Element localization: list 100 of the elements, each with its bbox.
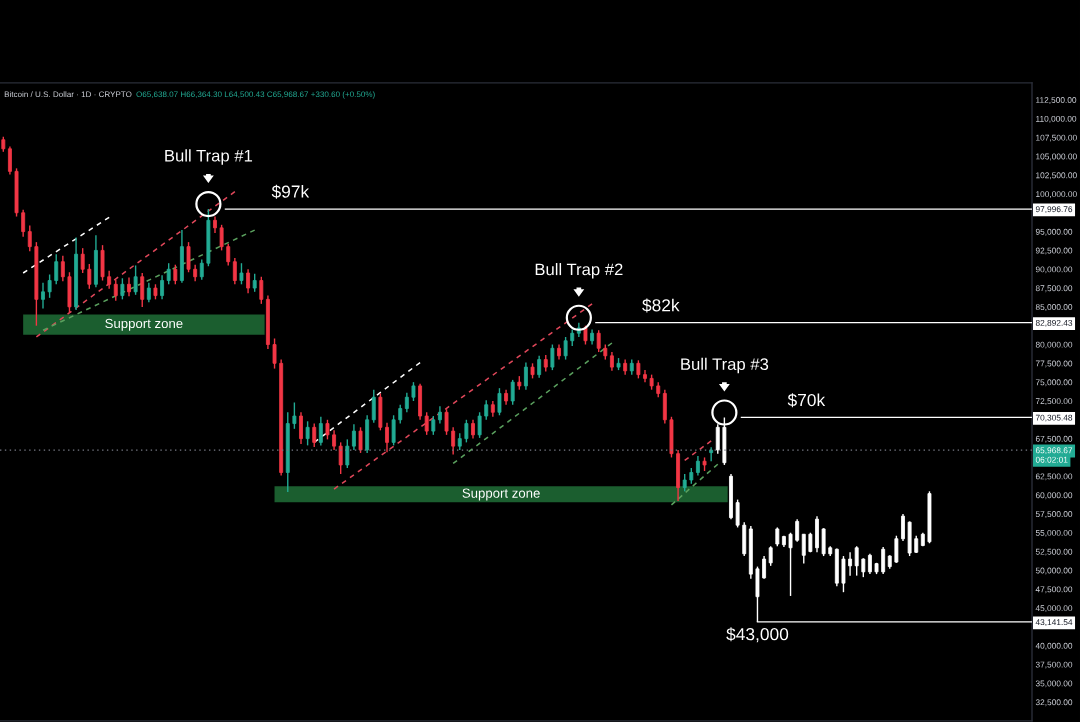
y-tick-label: 80,000.00 [1035, 341, 1073, 349]
candlestick [801, 533, 806, 565]
band-label: Support zone [105, 318, 183, 331]
candlestick [292, 401, 297, 430]
candlestick [471, 419, 475, 440]
candlestick [609, 351, 614, 372]
candlestick [120, 277, 125, 301]
y-tick-label: 85,000.00 [1035, 304, 1073, 311]
candlestick [199, 258, 204, 281]
candlestick [272, 337, 277, 370]
candlestick [391, 414, 396, 447]
y-tick-label: 105,000.00 [1036, 153, 1077, 161]
candlestick [867, 553, 872, 575]
y-tick-label: 65,968.67 [1035, 447, 1073, 455]
y-tick-label: 102,500.00 [1036, 172, 1077, 180]
y-tick-label: 37,500.00 [1035, 661, 1073, 669]
candlestick [140, 272, 145, 308]
annotation: Bull Trap #2 [535, 263, 623, 279]
candlestick [768, 545, 773, 567]
y-tick-label: 55,000.00 [1035, 529, 1073, 537]
y-tick-label: 60,000.00 [1035, 492, 1073, 500]
candlestick [113, 279, 118, 302]
candlestick [894, 535, 899, 564]
candlestick [219, 224, 224, 252]
candlestick [232, 257, 237, 285]
candlestick [854, 545, 859, 577]
band-label: Support zone [462, 488, 540, 501]
annotation: $43,000 [726, 627, 789, 643]
y-tick-label: 90,000.00 [1035, 266, 1073, 274]
text: O65,638.07 H66,364.30 L64,500.43 C65,968.67 +330.60 (+0.50%) [136, 91, 375, 99]
candlestick [735, 498, 740, 529]
y-tick-label: 35,000.00 [1035, 680, 1073, 688]
candlestick [424, 411, 429, 436]
candlestick [411, 381, 416, 402]
candlestick [252, 273, 257, 293]
y-tick-label: 67,500.00 [1035, 435, 1073, 443]
candlestick [27, 224, 32, 252]
candlestick [299, 411, 303, 445]
candlestick [166, 262, 171, 285]
y-tick-label: 92,500.00 [1035, 247, 1073, 255]
candlestick [351, 423, 356, 451]
y-tick-label: 40,000.00 [1035, 642, 1073, 650]
candlestick [54, 253, 59, 285]
annotation: Bull Trap #3 [681, 357, 769, 374]
candlestick [775, 526, 780, 547]
text: 06:02:01 [1035, 456, 1068, 463]
annotation: Bull Trap #1 [165, 149, 253, 165]
candlestick [226, 242, 231, 267]
candlestick [695, 455, 700, 477]
candlestick [451, 426, 456, 456]
candlestick [80, 247, 85, 274]
candlestick [484, 399, 489, 421]
candlestick [398, 404, 403, 425]
candlestick [901, 513, 905, 542]
candlestick [563, 336, 568, 361]
candlestick [385, 422, 389, 453]
candlestick [87, 263, 92, 290]
y-tick-label: 62,500.00 [1035, 473, 1073, 481]
candlestick [173, 264, 178, 285]
y-tick-label: 50,000.00 [1035, 567, 1073, 575]
candlestick [146, 282, 151, 304]
candlestick [60, 254, 65, 282]
candlestick [444, 408, 449, 436]
y-tick-label: 97,996.76 [1035, 206, 1073, 214]
y-tick-label: 32,500.00 [1035, 699, 1073, 707]
ref-line-label: $70k [787, 393, 826, 408]
candlestick [464, 419, 469, 444]
candlestick [133, 264, 138, 296]
candlestick [246, 268, 251, 295]
candlestick [41, 282, 45, 310]
y-tick-label: 107,500.00 [1036, 134, 1077, 142]
candlestick [788, 532, 793, 597]
y-tick-label: 52,500.00 [1035, 548, 1073, 556]
y-tick-label: 82,892.43 [1035, 319, 1073, 327]
candlestick [523, 361, 528, 391]
y-tick-label: 45,000.00 [1035, 605, 1073, 613]
candlestick [596, 329, 601, 353]
candlestick [107, 270, 112, 290]
y-tick-label: 87,500.00 [1035, 285, 1073, 293]
candlestick [497, 387, 502, 416]
y-tick-label: 77,500.00 [1035, 360, 1073, 368]
candlestick [431, 415, 436, 436]
text: Bitcoin / U.S. Dollar · 1D · CRYPTO [4, 91, 132, 98]
candlestick [186, 241, 191, 273]
y-tick-label: 75,000.00 [1035, 379, 1073, 387]
candlestick [537, 355, 542, 379]
candlestick [477, 411, 482, 439]
candlestick [861, 557, 866, 578]
candlestick [21, 209, 26, 238]
candlestick [345, 438, 350, 469]
candlestick [762, 555, 767, 580]
y-tick-label: 95,000.00 [1035, 228, 1073, 236]
y-tick-label: 70,305.48 [1035, 414, 1073, 422]
candlestick [550, 343, 555, 371]
candlestick [318, 416, 323, 447]
y-tick-label: 57,500.00 [1035, 511, 1073, 518]
candlestick [305, 420, 310, 447]
y-tick-label: 112,500.00 [1036, 97, 1077, 104]
candlestick [47, 273, 52, 299]
candlestick [795, 518, 800, 543]
